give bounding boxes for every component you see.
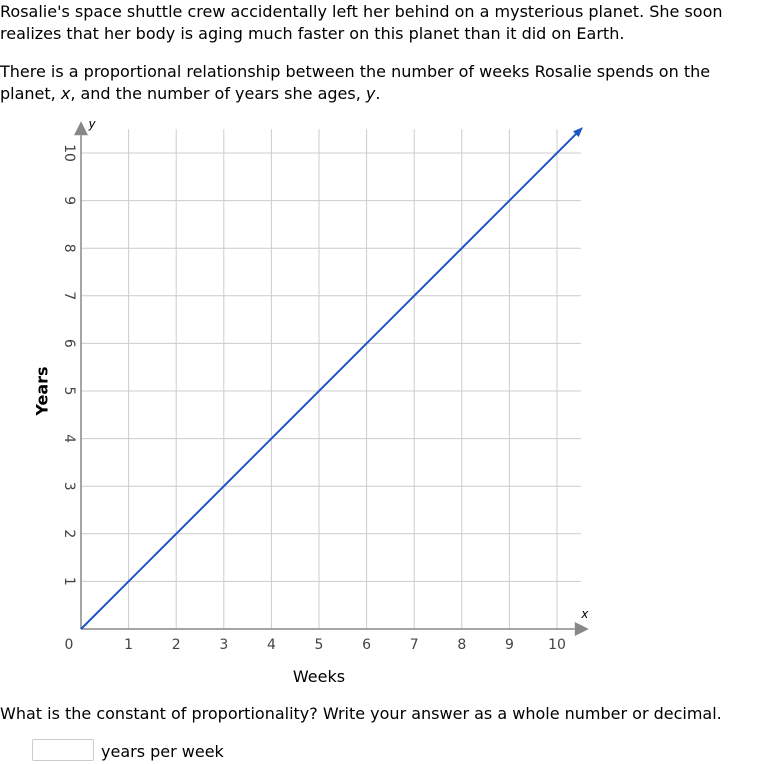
y-tick-label: 2	[61, 529, 77, 538]
problem-paragraph-2: There is a proportional relationship bet…	[0, 61, 745, 105]
y-tick-label: 8	[61, 244, 77, 253]
tick-labels: 0 1 2 3 4 5 6 7 8 9 10 1 2 3 4 5 6 7 8 9 10	[61, 144, 566, 653]
x-tick-label: 7	[410, 637, 419, 653]
variable-y: y	[365, 84, 376, 103]
y-axis-title: Years	[33, 366, 52, 416]
x-axis-variable-label: x	[580, 607, 589, 621]
x-tick-label: 5	[315, 637, 324, 653]
x-axis-arrow-icon	[574, 622, 589, 636]
x-tick-label: 3	[219, 637, 228, 653]
x-tick-label: 4	[267, 637, 276, 653]
x-tick-label: 9	[505, 637, 514, 653]
y-tick-label: 10	[61, 144, 77, 162]
x-tick-label: 1	[124, 637, 133, 653]
x-tick-label: 6	[362, 637, 371, 653]
x-axis-title: Weeks	[293, 667, 345, 686]
y-tick-label: 6	[61, 339, 77, 348]
y-tick-label: 5	[61, 387, 77, 396]
question-text: What is the constant of proportionality?…	[0, 704, 722, 723]
y-tick-label: 3	[61, 482, 77, 491]
series	[80, 127, 583, 630]
proportional-line	[80, 128, 582, 630]
paragraph-2-text-a: There is a proportional relationship bet…	[0, 62, 711, 103]
x-tick-label: 10	[548, 637, 566, 653]
y-tick-label: 9	[61, 196, 77, 205]
proportional-relationship-graph: 0 1 2 3 4 5 6 7 8 9 10 1 2 3 4 5 6 7 8 9 10 x y Weeks Years	[33, 117, 590, 686]
axes	[74, 121, 589, 636]
line-arrow-icon	[573, 127, 583, 137]
y-axis-arrow-icon	[74, 121, 88, 136]
paragraph-2-text-b: , and the number of years she ages,	[70, 84, 366, 103]
answer-input[interactable]	[32, 739, 94, 761]
y-tick-label: 1	[61, 577, 77, 586]
x-tick-label: 8	[457, 637, 466, 653]
origin-label: 0	[65, 637, 74, 653]
y-tick-label: 4	[61, 434, 77, 443]
problem-paragraph-1: Rosalie's space shuttle crew accidentall…	[0, 2, 723, 43]
y-tick-label: 7	[61, 291, 77, 300]
y-axis-variable-label: y	[87, 117, 96, 131]
x-tick-label: 2	[172, 637, 181, 653]
paragraph-2-text-c: .	[375, 84, 381, 103]
grid	[81, 129, 581, 629]
variable-x: x	[60, 84, 71, 103]
answer-unit-label: years per week	[101, 742, 224, 761]
